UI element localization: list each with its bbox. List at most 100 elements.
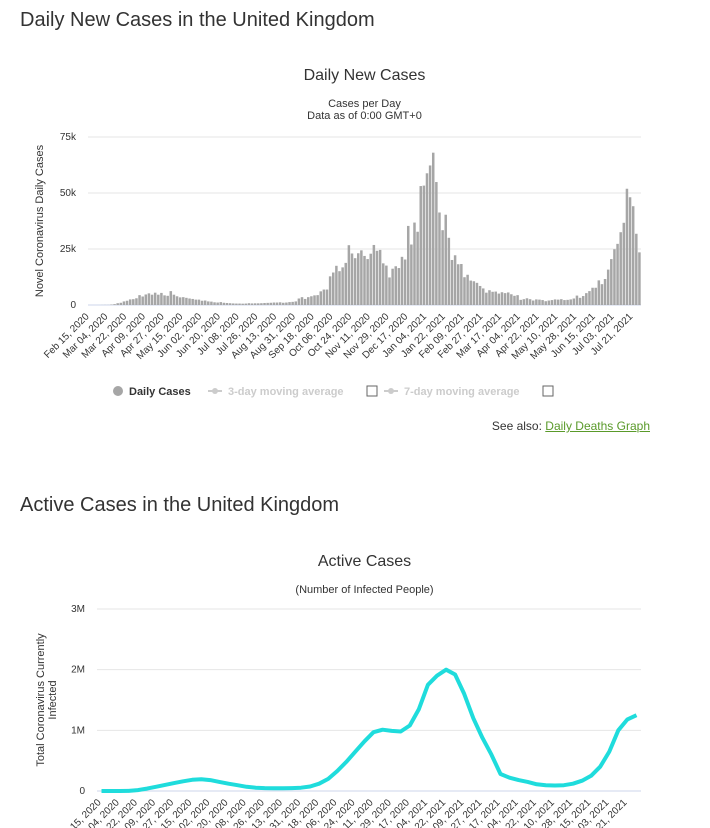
link[interactable]: Daily Deaths Graph: [545, 419, 650, 433]
bar: [169, 291, 173, 305]
legend-label: 7-day moving average: [404, 386, 520, 398]
bar: [410, 244, 413, 305]
bar: [516, 295, 519, 305]
bar: [463, 277, 466, 305]
bar: [406, 225, 410, 305]
bar: [453, 255, 457, 305]
bar: [282, 302, 285, 305]
bar: [416, 231, 419, 305]
see-also-label: See also:: [491, 419, 542, 433]
bar: [260, 303, 263, 305]
y-tick-label: 0: [79, 786, 85, 797]
bar: [538, 299, 541, 305]
bar: [447, 237, 451, 305]
bar: [291, 301, 294, 305]
bar: [525, 298, 529, 305]
y-tick-label: 75k: [60, 132, 77, 143]
bar: [585, 293, 588, 305]
bar: [150, 294, 154, 305]
bar: [332, 272, 335, 305]
bar: [163, 295, 166, 305]
legend-marker: [388, 388, 394, 394]
bar: [322, 289, 326, 305]
see-also: See also: Daily Deaths Graph: [492, 419, 650, 433]
bar: [435, 182, 438, 305]
line: [101, 667, 638, 793]
bar: [625, 188, 629, 305]
bar: [497, 293, 501, 305]
bar: [257, 303, 260, 305]
bar: [144, 294, 148, 305]
bar: [222, 302, 226, 305]
bar: [610, 259, 613, 305]
bar: [310, 296, 313, 305]
bar: [478, 285, 482, 305]
bar: [588, 291, 591, 305]
y-tick-label: 25k: [60, 244, 77, 255]
bar: [325, 289, 329, 305]
bar: [441, 230, 444, 305]
bar: [303, 298, 307, 305]
bar: [300, 297, 304, 305]
bar: [481, 288, 485, 305]
bar: [572, 298, 576, 305]
bar: [182, 297, 185, 305]
bar: [263, 302, 266, 305]
bar: [194, 299, 198, 305]
bar: [372, 244, 376, 305]
bar: [606, 269, 610, 305]
bar: [122, 301, 126, 305]
bar: [438, 212, 441, 305]
bar: [244, 303, 248, 305]
bar: [341, 267, 344, 305]
bar: [488, 290, 491, 305]
bar: [566, 299, 569, 305]
bar: [456, 264, 460, 305]
bar: [444, 214, 447, 305]
bar: [347, 245, 351, 305]
bar: [200, 300, 204, 305]
checkbox[interactable]: [542, 385, 554, 397]
bar: [188, 298, 191, 305]
bar: [563, 300, 566, 305]
bar: [288, 302, 291, 305]
bar: [272, 302, 276, 305]
bar: [400, 256, 404, 305]
bar: [544, 301, 547, 305]
bar: [600, 284, 604, 305]
bar: [628, 197, 632, 305]
y-tick-label: 0: [70, 300, 76, 311]
bar: [307, 297, 310, 305]
bar: [391, 268, 394, 305]
bar: [635, 233, 638, 305]
bar: [622, 222, 626, 305]
bar: [575, 295, 579, 305]
checkbox[interactable]: [366, 385, 378, 397]
bar: [185, 297, 188, 305]
legend-label: 3-day moving average: [228, 386, 344, 398]
bar: [203, 300, 207, 305]
bar: [631, 206, 635, 305]
bar: [157, 294, 160, 305]
bar: [363, 255, 366, 305]
bar: [207, 301, 210, 305]
bar: [338, 271, 341, 305]
bar: [375, 250, 379, 305]
bar: [285, 302, 288, 305]
bar: [350, 253, 354, 305]
bar: [594, 287, 597, 305]
bar: [228, 303, 232, 305]
bar: [241, 303, 244, 305]
bar: [506, 292, 510, 305]
heading: Active Cases in the United Kingdom: [20, 494, 340, 516]
bar: [619, 232, 622, 305]
bar: [213, 302, 216, 305]
chart-title: Active Cases: [318, 553, 411, 570]
bar: [147, 293, 151, 305]
bar: [191, 298, 194, 305]
bar: [503, 293, 507, 305]
chart-title: Daily New Cases: [304, 67, 426, 84]
bar: [353, 258, 357, 305]
bar: [235, 303, 238, 305]
bar: [250, 303, 254, 305]
